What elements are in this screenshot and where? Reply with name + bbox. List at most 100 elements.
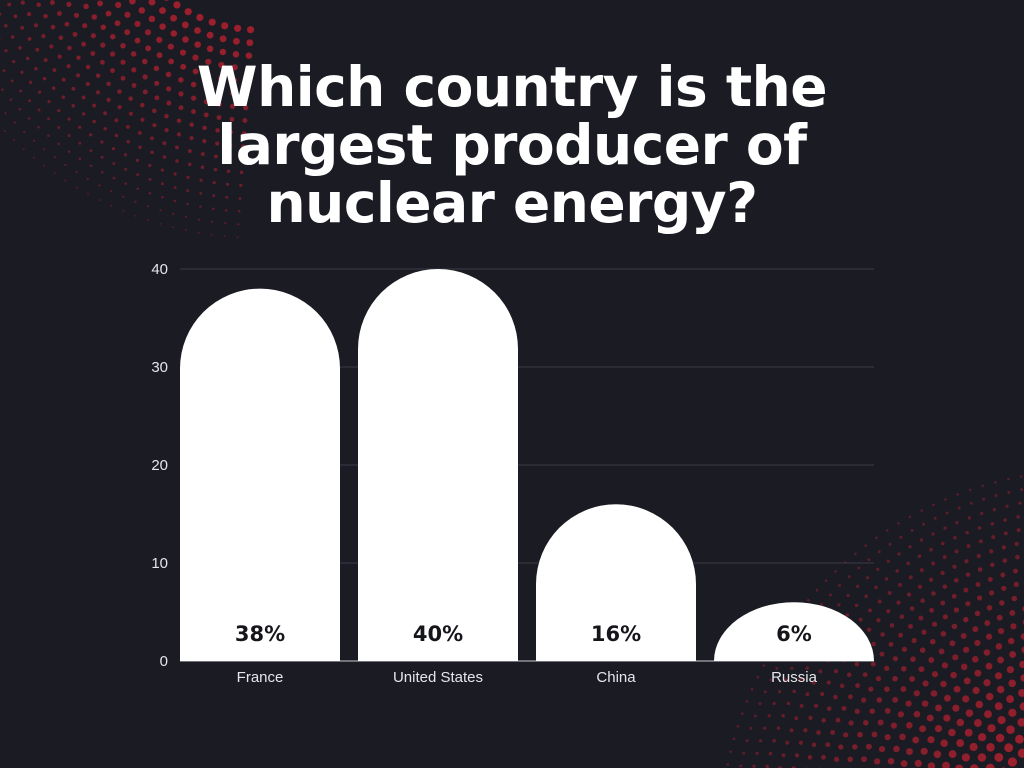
decorative-dot <box>112 162 116 165</box>
decorative-dot <box>931 671 939 678</box>
y-tick-label: 0 <box>160 653 168 670</box>
decorative-dot <box>1016 528 1021 533</box>
decorative-dot <box>43 164 46 167</box>
decorative-dot <box>940 739 948 747</box>
decorative-dot <box>969 501 973 505</box>
decorative-dot <box>208 18 216 26</box>
decorative-dot <box>781 713 785 718</box>
decorative-dot <box>868 686 874 692</box>
decorative-dot <box>218 75 225 82</box>
decorative-dot <box>876 567 880 571</box>
decorative-dot <box>870 661 876 667</box>
decorative-dot <box>857 731 863 738</box>
decorative-dot <box>920 598 925 603</box>
decorative-dot <box>4 23 8 28</box>
decorative-dot <box>960 632 967 639</box>
decorative-dot <box>181 21 189 29</box>
decorative-dot <box>42 76 47 81</box>
decorative-dot <box>983 649 991 656</box>
decorative-dot <box>864 544 867 547</box>
decorative-dot <box>64 179 67 182</box>
decorative-dot <box>811 742 817 748</box>
decorative-dot <box>928 657 935 663</box>
decorative-dot <box>90 33 96 39</box>
decorative-dot <box>789 728 794 733</box>
decorative-dot <box>1008 708 1017 717</box>
decorative-dot <box>240 157 245 162</box>
decorative-dot <box>86 177 89 181</box>
decorative-dot <box>110 190 113 193</box>
decorative-dot <box>3 130 6 133</box>
decorative-dot <box>2 69 6 72</box>
decorative-dot <box>930 690 938 697</box>
decorative-dot <box>833 694 838 700</box>
decorative-dot <box>57 109 61 113</box>
decorative-dot <box>162 141 167 146</box>
decorative-dot <box>775 667 779 670</box>
decorative-dot <box>1018 501 1022 505</box>
decorative-dot <box>66 1 72 7</box>
decorative-dot <box>189 136 194 141</box>
decorative-dot <box>100 155 104 159</box>
decorative-dot <box>230 90 236 97</box>
decorative-dot <box>186 189 190 193</box>
decorative-dot <box>194 41 201 48</box>
decorative-dot <box>931 561 936 566</box>
decorative-dot <box>896 600 901 605</box>
decorative-dot <box>986 743 995 752</box>
decorative-dot <box>1019 475 1023 478</box>
decorative-dot <box>1014 541 1019 547</box>
decorative-dot <box>167 43 174 50</box>
decorative-dot <box>246 39 254 47</box>
decorative-dot <box>884 577 889 581</box>
decorative-dot <box>848 694 853 700</box>
decorative-dot <box>0 12 2 16</box>
decorative-dot <box>165 71 172 78</box>
decorative-dot <box>765 764 770 768</box>
decorative-dot <box>73 12 80 18</box>
decorative-dot <box>956 718 965 727</box>
x-axis-categories: France United States China Russia <box>237 669 818 686</box>
decorative-dot <box>892 656 899 662</box>
decorative-dot <box>922 522 925 526</box>
decorative-dot <box>978 539 983 544</box>
bars <box>180 269 874 661</box>
decorative-dot <box>938 648 945 655</box>
decorative-dot <box>162 155 167 159</box>
decorative-dot <box>807 755 813 760</box>
decorative-dot <box>876 618 881 623</box>
decorative-dot <box>998 628 1005 635</box>
decorative-dot <box>130 51 137 57</box>
bar-united-states <box>358 269 518 661</box>
decorative-dot <box>854 603 859 608</box>
decorative-dot <box>228 130 234 135</box>
decorative-dot <box>905 700 912 707</box>
decorative-dot <box>927 762 936 768</box>
decorative-dot <box>994 494 998 497</box>
decorative-dot <box>142 74 148 80</box>
decorative-dot <box>103 111 108 116</box>
decorative-dot <box>219 35 227 43</box>
decorative-dot <box>9 98 13 101</box>
decorative-dot <box>972 686 980 695</box>
decorative-dot <box>176 118 182 123</box>
decorative-dot <box>210 220 214 223</box>
decorative-dot <box>834 570 837 573</box>
decorative-dot <box>211 207 215 210</box>
decorative-dot <box>889 623 895 628</box>
decorative-dot <box>124 29 131 36</box>
decorative-dot <box>942 584 948 589</box>
decorative-dot <box>847 575 851 579</box>
decorative-dot <box>858 617 863 622</box>
decorative-dot <box>71 86 76 91</box>
decorative-dot <box>4 49 8 53</box>
decorative-dot <box>825 742 831 748</box>
decorative-dot <box>189 122 194 127</box>
decorative-dot <box>928 577 934 582</box>
decorative-dot <box>134 214 137 217</box>
decorative-dot <box>900 760 908 768</box>
decorative-dot <box>92 103 97 108</box>
decorative-dot <box>1007 637 1015 645</box>
decorative-dot <box>818 669 823 674</box>
decorative-dot <box>961 753 971 762</box>
